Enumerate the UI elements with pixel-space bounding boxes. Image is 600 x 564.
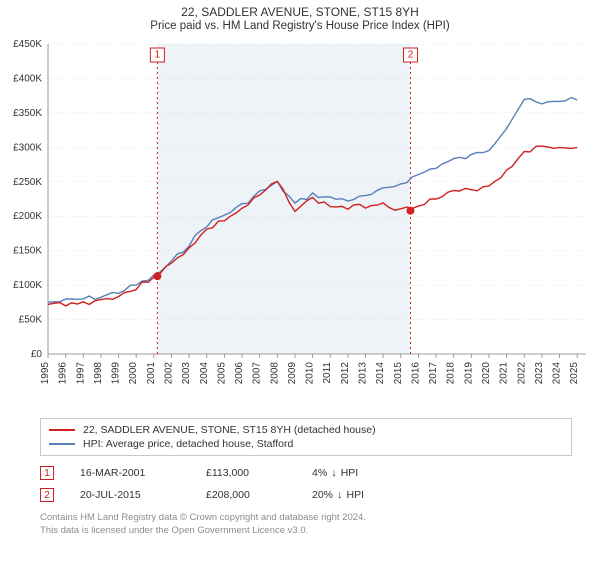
- x-tick-label: 2011: [322, 362, 333, 384]
- arrow-down-icon: ↓: [337, 489, 343, 501]
- delta-percent: 20%: [312, 489, 333, 501]
- table-row: 1 16-MAR-2001 £113,000 4% ↓ HPI: [40, 462, 572, 484]
- page-subtitle: Price paid vs. HM Land Registry's House …: [0, 20, 600, 32]
- chart-marker-label: 2: [408, 50, 414, 61]
- x-tick-label: 2014: [375, 362, 386, 385]
- x-tick-label: 2021: [499, 362, 510, 385]
- y-tick-label: £50K: [19, 315, 43, 326]
- page-title: 22, SADDLER AVENUE, STONE, ST15 8YH: [0, 4, 600, 20]
- y-tick-label: £400K: [13, 74, 42, 85]
- x-tick-label: 2008: [269, 362, 280, 385]
- y-tick-label: £200K: [13, 211, 42, 222]
- transaction-date: 20-JUL-2015: [80, 489, 180, 501]
- x-tick-label: 2012: [340, 362, 351, 385]
- x-tick-label: 2018: [446, 362, 457, 385]
- price-chart: £0 £50K £100K £150K £200K £250K £300K £350K £400…: [0, 34, 600, 414]
- x-tick-label: 2016: [410, 362, 421, 385]
- delta-percent: 4%: [312, 467, 327, 479]
- sale-point-dot: [153, 272, 161, 280]
- transaction-price: £208,000: [206, 489, 286, 501]
- chart-container: £0 £50K £100K £150K £200K £250K £300K £350K £400…: [0, 34, 600, 414]
- shading-band: [157, 44, 410, 354]
- x-tick-label: 2005: [216, 362, 227, 385]
- transaction-delta: 20% ↓ HPI: [312, 489, 364, 501]
- x-tick-label: 2006: [234, 362, 245, 385]
- transaction-marker: 2: [40, 488, 54, 502]
- x-tick-label: 2019: [463, 362, 474, 385]
- x-tick-label: 2010: [305, 362, 316, 385]
- x-tick-label: 1995: [40, 362, 51, 385]
- legend-swatch-hpi: [49, 443, 75, 445]
- x-tick-label: 2015: [393, 362, 404, 385]
- x-tick-label: 1999: [111, 362, 122, 385]
- legend-box: 22, SADDLER AVENUE, STONE, ST15 8YH (det…: [40, 418, 572, 456]
- legend-row: 22, SADDLER AVENUE, STONE, ST15 8YH (det…: [49, 423, 563, 437]
- x-tick-label: 2000: [128, 362, 139, 385]
- arrow-down-icon: ↓: [331, 467, 337, 479]
- legend-swatch-property: [49, 429, 75, 431]
- y-tick-label: £150K: [13, 246, 42, 257]
- x-tick-label: 2024: [552, 362, 563, 385]
- x-tick-label: 2009: [287, 362, 298, 385]
- x-tick-label: 2020: [481, 362, 492, 385]
- x-tick-label: 2004: [199, 362, 210, 385]
- legend-label: 22, SADDLER AVENUE, STONE, ST15 8YH (det…: [83, 424, 376, 436]
- y-tick-label: £0: [31, 349, 43, 360]
- delta-ref: HPI: [347, 489, 365, 501]
- delta-ref: HPI: [341, 467, 359, 479]
- y-tick-label: £100K: [13, 280, 42, 291]
- footer-attribution: Contains HM Land Registry data © Crown c…: [40, 512, 572, 538]
- x-tick-label: 2017: [428, 362, 439, 385]
- x-tick-label: 1997: [75, 362, 86, 385]
- chart-marker-label: 1: [155, 50, 161, 61]
- sale-point-dot: [406, 207, 414, 215]
- x-tick-label: 2007: [252, 362, 263, 385]
- footer-line: This data is licensed under the Open Gov…: [40, 525, 572, 538]
- y-tick-label: £300K: [13, 143, 42, 154]
- transactions-table: 1 16-MAR-2001 £113,000 4% ↓ HPI 2 20-JUL…: [40, 462, 572, 506]
- x-tick-label: 2001: [146, 362, 157, 385]
- x-tick-label: 2013: [358, 362, 369, 385]
- x-tick-label: 1996: [58, 362, 69, 385]
- x-tick-label: 2003: [181, 362, 192, 385]
- transaction-delta: 4% ↓ HPI: [312, 467, 358, 479]
- x-tick-label: 1998: [93, 362, 104, 385]
- y-tick-label: £250K: [13, 177, 42, 188]
- table-row: 2 20-JUL-2015 £208,000 20% ↓ HPI: [40, 484, 572, 506]
- transaction-price: £113,000: [206, 467, 286, 479]
- transaction-marker: 1: [40, 466, 54, 480]
- y-tick-label: £450K: [13, 39, 42, 50]
- legend-row: HPI: Average price, detached house, Staf…: [49, 437, 563, 451]
- transaction-date: 16-MAR-2001: [80, 467, 180, 479]
- footer-line: Contains HM Land Registry data © Crown c…: [40, 512, 572, 525]
- x-tick-label: 2002: [163, 362, 174, 385]
- x-tick-label: 2023: [534, 362, 545, 385]
- y-tick-label: £350K: [13, 108, 42, 119]
- x-tick-label: 2022: [516, 362, 527, 385]
- x-tick-label: 2025: [569, 362, 580, 385]
- legend-label: HPI: Average price, detached house, Staf…: [83, 438, 293, 450]
